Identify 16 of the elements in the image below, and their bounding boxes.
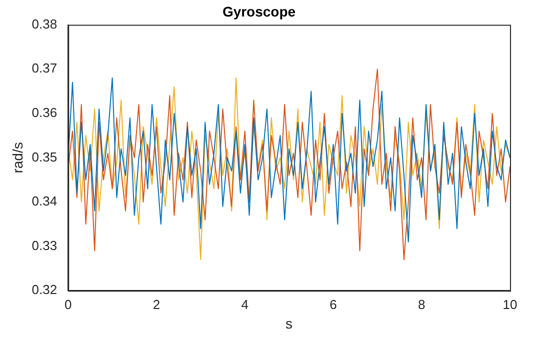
x-tick-label: 4 bbox=[241, 296, 248, 312]
y-tick-label: 0.35 bbox=[32, 149, 58, 164]
x-axis-title: s bbox=[286, 315, 293, 332]
x-tick-label: 6 bbox=[330, 296, 337, 312]
x-tick-label: 2 bbox=[152, 296, 160, 312]
y-tick-label: 0.36 bbox=[32, 104, 58, 120]
y-axis-title: rad/s bbox=[9, 142, 26, 174]
y-tick-label: 0.34 bbox=[32, 194, 58, 209]
x-tick-label: 0 bbox=[64, 296, 72, 312]
y-tick-label: 0.33 bbox=[32, 238, 58, 253]
chart-title: Gyroscope bbox=[222, 3, 296, 20]
x-tick-label: 10 bbox=[502, 296, 518, 312]
y-tick-label: 0.32 bbox=[32, 282, 58, 298]
y-tick-label: 0.37 bbox=[32, 60, 58, 76]
y-tick-label: 0.38 bbox=[32, 16, 58, 32]
x-tick-label: 8 bbox=[418, 296, 426, 312]
